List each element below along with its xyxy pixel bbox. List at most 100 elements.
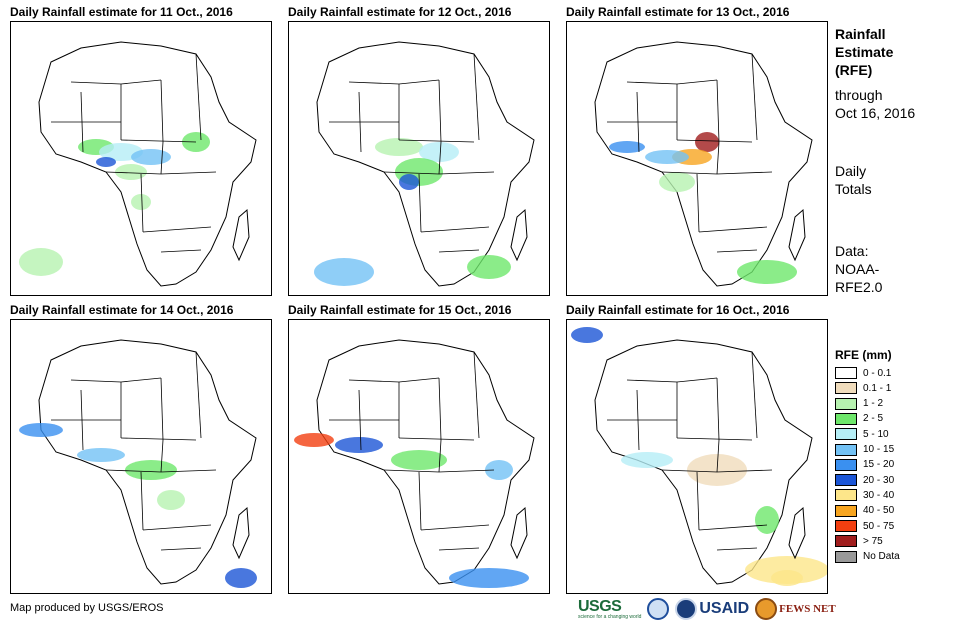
legend-swatch bbox=[835, 520, 857, 532]
fews-globe-icon bbox=[755, 598, 778, 620]
rainfall-area bbox=[695, 132, 719, 152]
usaid-seal-icon bbox=[675, 598, 698, 620]
africa-map-svg bbox=[314, 41, 535, 287]
country-border bbox=[398, 437, 475, 441]
country-border bbox=[420, 524, 490, 531]
africa-map-svg bbox=[294, 339, 535, 588]
country-border bbox=[676, 139, 753, 143]
legend-label: No Data bbox=[863, 551, 900, 563]
rainfall-area bbox=[467, 255, 511, 279]
country-border bbox=[696, 173, 700, 233]
map-panel-13-oct: Daily Rainfall estimate for 13 Oct., 201… bbox=[566, 4, 828, 296]
rainfall-map bbox=[566, 319, 828, 594]
country-border bbox=[751, 351, 758, 439]
legend-item: 50 - 75 bbox=[835, 519, 894, 533]
rainfall-area bbox=[335, 437, 383, 453]
legend-label: 1 - 2 bbox=[863, 398, 884, 410]
country-border bbox=[160, 79, 164, 143]
legend-label: 15 - 20 bbox=[863, 459, 895, 471]
logo-strip: USGS science for a changing world USAID … bbox=[578, 594, 836, 624]
country-border bbox=[438, 79, 442, 143]
madagascar-outline bbox=[510, 208, 528, 262]
country-border bbox=[473, 53, 480, 141]
legend-swatch bbox=[835, 504, 857, 517]
legend-swatch bbox=[835, 412, 857, 425]
rainfall-area bbox=[314, 258, 374, 286]
usgs-wordmark: USGS bbox=[578, 598, 622, 615]
rainfall-area bbox=[115, 164, 147, 180]
country-border bbox=[716, 377, 720, 441]
country-border bbox=[438, 547, 480, 551]
rainfall-area bbox=[157, 490, 185, 510]
legend-swatch bbox=[835, 397, 857, 410]
country-border bbox=[716, 79, 720, 143]
legend-swatch bbox=[835, 367, 857, 379]
country-border bbox=[676, 437, 753, 441]
legend-item: 1 - 2 bbox=[835, 397, 883, 411]
africa-map-svg bbox=[19, 339, 257, 588]
rainfall-area bbox=[419, 142, 459, 162]
country-border bbox=[358, 91, 362, 153]
usgs-logo: USGS science for a changing world bbox=[578, 598, 641, 620]
country-border bbox=[698, 524, 768, 531]
rainfall-map bbox=[288, 319, 550, 594]
legend-item: 20 - 30 bbox=[835, 473, 894, 487]
rainfall-area bbox=[659, 172, 695, 192]
country-border bbox=[140, 173, 144, 233]
country-border bbox=[716, 439, 720, 473]
legend-swatch bbox=[835, 474, 857, 487]
country-border bbox=[142, 226, 212, 233]
legend-label: 0.1 - 1 bbox=[863, 382, 892, 394]
legend-item: 40 - 50 bbox=[835, 504, 894, 518]
sidebar-totals: Daily Totals bbox=[835, 163, 872, 197]
rainfall-area bbox=[745, 556, 827, 584]
madagascar-outline bbox=[232, 208, 250, 262]
rainfall-area bbox=[391, 450, 447, 470]
panel-title: Daily Rainfall estimate for 12 Oct., 201… bbox=[288, 5, 512, 19]
rainfall-area bbox=[19, 423, 63, 437]
legend-swatch bbox=[835, 443, 857, 456]
rainfall-area bbox=[737, 260, 797, 284]
country-border bbox=[438, 377, 442, 441]
panel-title: Daily Rainfall estimate for 14 Oct., 201… bbox=[10, 303, 234, 317]
rainfall-area bbox=[755, 506, 779, 534]
sidebar-data-source: Data: NOAA- RFE2.0 bbox=[835, 243, 883, 295]
country-border bbox=[160, 377, 164, 441]
country-border bbox=[698, 226, 768, 233]
rainfall-area bbox=[449, 568, 529, 588]
rainfall-area bbox=[125, 460, 177, 480]
country-border bbox=[398, 139, 475, 143]
legend-item: 15 - 20 bbox=[835, 458, 894, 472]
panel-title: Daily Rainfall estimate for 13 Oct., 201… bbox=[566, 5, 790, 19]
country-border bbox=[160, 547, 202, 551]
legend-swatch bbox=[835, 550, 857, 563]
fews-wordmark: FEWS NET bbox=[779, 603, 836, 615]
sidebar-through-date: through Oct 16, 2016 bbox=[835, 87, 916, 121]
legend-label: 20 - 30 bbox=[863, 474, 895, 486]
country-border bbox=[140, 471, 144, 531]
country-border bbox=[120, 139, 197, 143]
africa-outline bbox=[594, 41, 813, 287]
legend-label: 10 - 15 bbox=[863, 444, 895, 455]
country-border bbox=[195, 53, 202, 141]
legend-label: 40 - 50 bbox=[863, 505, 895, 517]
legend-label: > 75 bbox=[863, 535, 883, 547]
panel-title: Daily Rainfall estimate for 15 Oct., 201… bbox=[288, 303, 512, 317]
rainfall-map bbox=[566, 21, 828, 296]
country-border bbox=[358, 389, 362, 451]
legend-label: 5 - 10 bbox=[863, 428, 889, 440]
madagascar-outline bbox=[788, 506, 806, 560]
legend-label: 30 - 40 bbox=[863, 489, 895, 501]
country-border bbox=[636, 91, 640, 153]
country-border bbox=[142, 524, 212, 531]
legend-item: 0.1 - 1 bbox=[835, 381, 891, 395]
map-panel-15-oct: Daily Rainfall estimate for 15 Oct., 201… bbox=[288, 302, 550, 594]
legend-swatch bbox=[835, 535, 857, 548]
madagascar-outline bbox=[510, 506, 528, 560]
rainfall-area bbox=[96, 157, 116, 167]
legend-label: 50 - 75 bbox=[863, 520, 895, 532]
map-panel-12-oct: Daily Rainfall estimate for 12 Oct., 201… bbox=[288, 4, 550, 296]
rainfall-area bbox=[571, 327, 603, 343]
country-border bbox=[438, 439, 442, 473]
rainfall-map bbox=[10, 21, 272, 296]
